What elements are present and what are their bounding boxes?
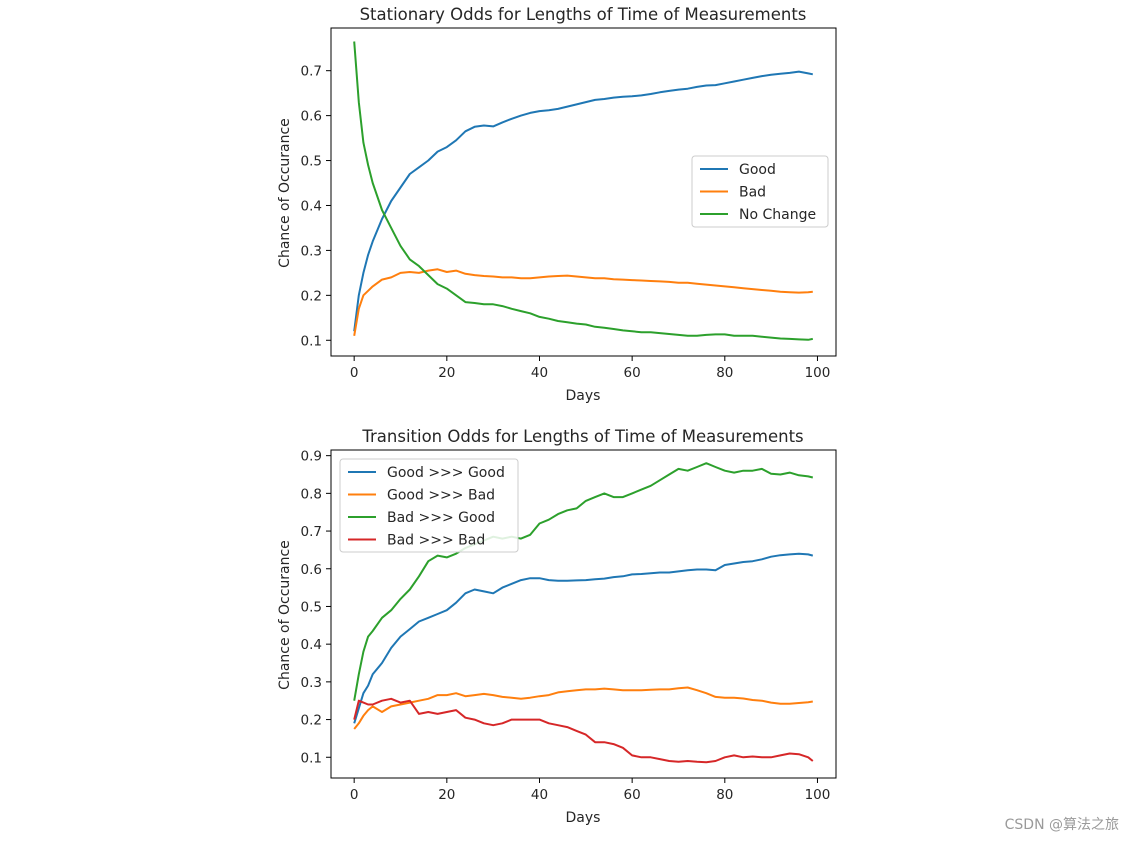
x-tick-label: 60	[624, 365, 641, 381]
axes-frame	[330, 27, 837, 357]
series-line-bad-good	[353, 462, 814, 701]
x-tick-label: 20	[438, 787, 455, 803]
y-axis-label: Chance of Occurance	[277, 540, 293, 690]
y-tick-label: 0.7	[301, 524, 322, 540]
series-line-good-bad	[353, 686, 813, 730]
y-tick-label: 0.6	[301, 562, 322, 578]
legend-label: No Change	[739, 207, 816, 223]
series-line-bad	[353, 268, 813, 336]
y-tick-label: 0.1	[301, 750, 322, 766]
series-line-good-good	[353, 552, 814, 724]
y-tick-label: 0.8	[301, 486, 322, 502]
legend-label: Good >>> Good	[387, 465, 505, 481]
x-tick-label: 100	[805, 787, 831, 803]
legend-box	[691, 155, 829, 228]
series-line-bad-bad	[353, 697, 814, 764]
x-tick-label: 0	[350, 365, 359, 381]
y-tick-label: 0.7	[301, 64, 322, 80]
x-tick-label: 100	[805, 365, 831, 381]
transition-odds-chart: Transition Odds for Lengths of Time of M…	[277, 427, 837, 826]
y-tick-label: 0.2	[301, 288, 322, 304]
x-tick-label: 40	[531, 787, 548, 803]
legend-label: Good	[739, 162, 776, 178]
legend-box	[339, 458, 519, 553]
series-line-no-change	[353, 41, 813, 341]
watermark-text: CSDN @算法之旅	[1004, 817, 1119, 833]
y-tick-label: 0.2	[301, 713, 322, 729]
y-tick-label: 0.3	[301, 675, 322, 691]
y-tick-label: 0.9	[301, 449, 322, 465]
legend: Good >>> Good Good >>> Bad Bad >>> Good Bad…	[339, 458, 519, 553]
x-axis-label: Days	[566, 810, 601, 826]
legend-label: Bad >>> Bad	[387, 533, 485, 549]
y-tick-label: 0.3	[301, 243, 322, 259]
x-tick-label: 60	[624, 787, 641, 803]
x-tick-label: 40	[531, 365, 548, 381]
plot-area: 0 20 40 60 80 100 0.1 0.2 0.3 0.4 0.5 0.6 0.7 Good Bad…	[301, 27, 837, 381]
legend-label: Bad >>> Good	[387, 510, 495, 526]
chart-title: Stationary Odds for Lengths of Time of M…	[360, 5, 807, 24]
legend: Good Bad No Change	[691, 155, 829, 228]
y-tick-label: 0.1	[301, 333, 322, 349]
legend-label: Good >>> Bad	[387, 488, 495, 504]
x-axis-label: Days	[566, 388, 601, 404]
legend-label: Bad	[739, 185, 766, 201]
axes-frame	[330, 449, 837, 779]
x-tick-label: 0	[350, 787, 359, 803]
stationary-odds-chart: Stationary Odds for Lengths of Time of M…	[277, 5, 837, 404]
x-tick-label: 80	[716, 365, 733, 381]
y-tick-label: 0.4	[301, 198, 322, 214]
x-tick-label: 80	[716, 787, 733, 803]
series-line-good	[353, 70, 813, 332]
y-axis-label: Chance of Occurance	[277, 118, 293, 268]
y-tick-label: 0.5	[301, 154, 322, 170]
chart-title: Transition Odds for Lengths of Time of M…	[361, 427, 803, 446]
y-tick-label: 0.4	[301, 637, 322, 653]
y-tick-label: 0.5	[301, 599, 322, 615]
plot-area: 0 20 40 60 80 100 0.1 0.2 0.3 0.4 0.5 0.6 0.7 0.8 0.9 G…	[301, 449, 837, 803]
y-tick-label: 0.6	[301, 109, 322, 125]
x-tick-label: 20	[438, 365, 455, 381]
